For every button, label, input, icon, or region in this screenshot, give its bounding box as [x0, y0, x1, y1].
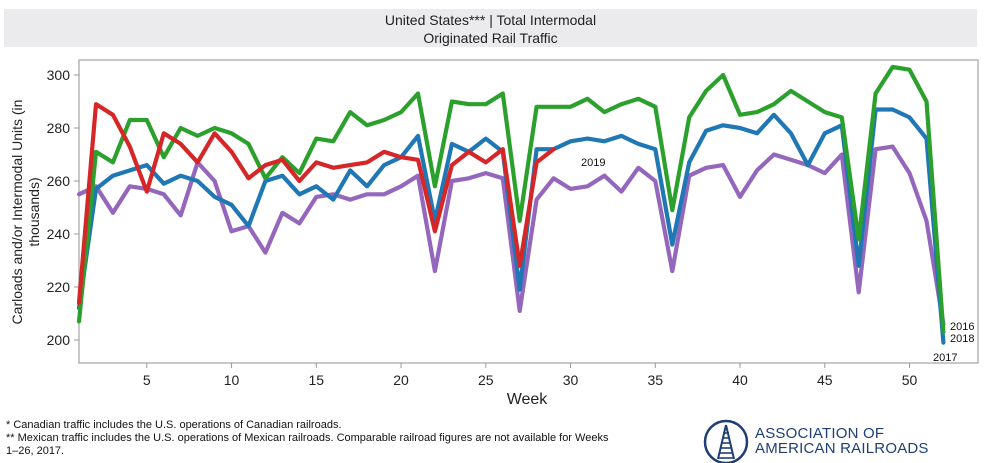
- series-label-2019: 2019: [581, 157, 605, 169]
- y-axis-label-line2: thousands): [26, 177, 42, 246]
- y-tick-label: 240: [47, 226, 71, 242]
- x-tick-label: 30: [563, 372, 579, 388]
- x-tick-label: 35: [648, 372, 664, 388]
- logo-line1: ASSOCIATION OF: [755, 426, 929, 441]
- x-axis-label: Week: [507, 391, 549, 408]
- line-chart: 200 220 240 260 280 300 5 10 15 20 25 30 35 40 45 50 Ca…: [0, 0, 985, 415]
- x-tick-label: 50: [902, 372, 918, 388]
- aar-logo: ASSOCIATION OF AMERICAN RAILROADS: [702, 417, 982, 460]
- series-label-2018: 2018: [950, 333, 974, 345]
- logo-text: ASSOCIATION OF AMERICAN RAILROADS: [755, 426, 929, 456]
- footnotes: * Canadian traffic includes the U.S. ope…: [6, 419, 696, 458]
- x-tick-label: 25: [478, 372, 494, 388]
- x-tick-label: 10: [224, 372, 240, 388]
- x-tick-label: 5: [143, 372, 151, 388]
- x-tick-label: 40: [732, 372, 748, 388]
- y-tick-label: 280: [47, 120, 71, 136]
- y-tick-label: 220: [47, 279, 71, 295]
- x-tick-label: 20: [393, 372, 409, 388]
- y-tick-label: 300: [47, 67, 71, 83]
- series-label-2016: 2016: [950, 321, 974, 333]
- x-tick-label: 45: [817, 372, 833, 388]
- railroad-track-icon: [702, 417, 752, 463]
- y-tick-label: 200: [47, 332, 71, 348]
- logo-line2: AMERICAN RAILROADS: [755, 441, 929, 456]
- y-tick-label: 260: [47, 173, 71, 189]
- y-axis-label-line1: Carloads and/or Intermodal Units (in: [9, 100, 25, 325]
- footnote-canadian: * Canadian traffic includes the U.S. ope…: [6, 419, 696, 432]
- footnote-mexican: ** Mexican traffic includes the U.S. ope…: [6, 432, 696, 445]
- footnote-mexican-cont: 1–26, 2017.: [6, 445, 696, 458]
- x-tick-label: 15: [309, 372, 325, 388]
- series-label-2017: 2017: [933, 352, 957, 364]
